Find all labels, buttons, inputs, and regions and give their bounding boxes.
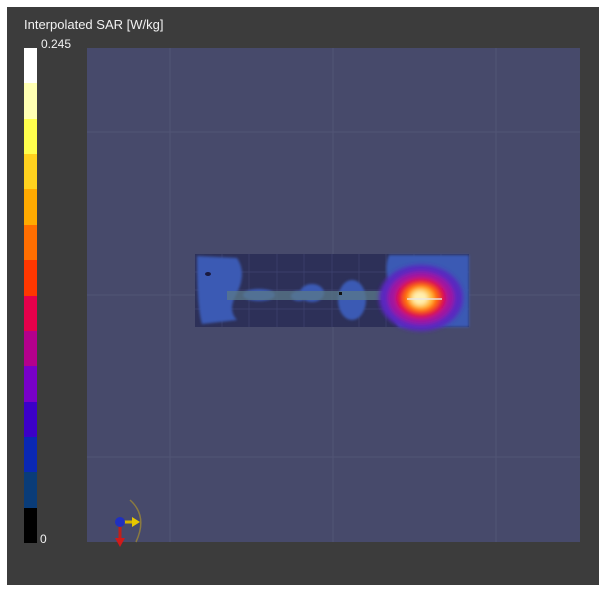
colorbar-segment (24, 330, 37, 367)
colorbar-segment (24, 154, 37, 190)
legend-min-label: 0 (40, 532, 47, 546)
orientation-triad[interactable] (100, 494, 150, 550)
sar-hotspot (379, 265, 463, 331)
3d-viewport[interactable] (87, 48, 580, 542)
legend-title: Interpolated SAR [W/kg] (24, 17, 164, 32)
sar-distribution-view (87, 48, 580, 542)
antenna-strip (227, 291, 437, 300)
colorbar-segment (24, 507, 37, 544)
colorbar-segment (24, 472, 37, 508)
reference-point (205, 272, 211, 276)
rotation-ring-icon (129, 499, 142, 543)
legend-max-label: 0.245 (41, 37, 72, 51)
colorbar-segment (24, 118, 37, 155)
sar-colorbar (24, 48, 37, 544)
colorbar-segment (24, 436, 37, 473)
colorbar-segment (24, 48, 37, 84)
colorbar-segment (24, 366, 37, 402)
probe-marker (339, 292, 342, 295)
colorbar-segment (24, 260, 37, 296)
y-axis-arrow-icon (115, 517, 125, 527)
colorbar-segment (24, 83, 37, 119)
colorbar-segment (24, 189, 37, 225)
colorbar-segment (24, 295, 37, 331)
colorbar-segment (24, 401, 37, 437)
colorbar-segment (24, 224, 37, 261)
